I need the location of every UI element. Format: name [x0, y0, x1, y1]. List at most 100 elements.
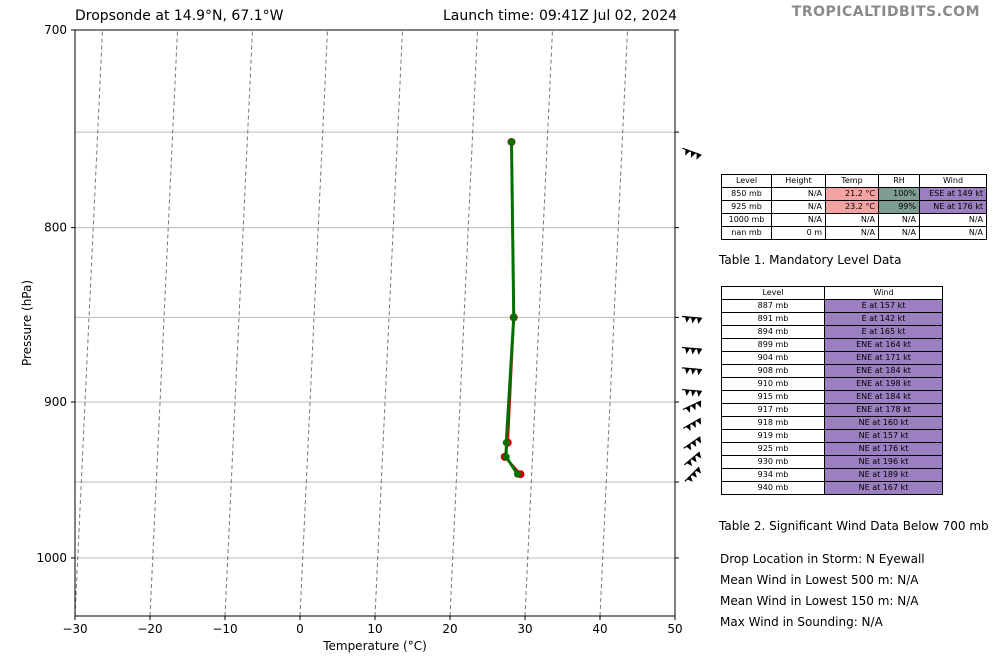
- x-axis-label: Temperature (°C): [322, 639, 427, 653]
- x-tick-label: 10: [367, 622, 382, 636]
- series-point-1: [514, 470, 521, 478]
- y-tick-label: 800: [44, 221, 67, 235]
- table-row: 1000 mb N/A N/A N/A N/A: [721, 213, 987, 227]
- isotherm-line: [149, 30, 178, 616]
- table-cell: NE at 176 kt: [919, 200, 987, 214]
- x-tick-label: 40: [592, 622, 607, 636]
- table-cell: NE at 196 kt: [824, 455, 943, 469]
- table-cell: 940 mb: [721, 481, 825, 495]
- table-row: 917 mb ENE at 178 kt: [721, 403, 943, 417]
- x-tick-label: 50: [667, 622, 682, 636]
- x-tick-label: −20: [137, 622, 162, 636]
- wind-barb: [682, 147, 702, 160]
- table-row: 904 mb ENE at 171 kt: [721, 351, 943, 365]
- wind-barb: [682, 400, 702, 413]
- wind-barb: [683, 417, 702, 431]
- info-line-mean-150m: Mean Wind in Lowest 150 m: N/A: [720, 594, 919, 608]
- table-cell: NE at 167 kt: [824, 481, 943, 495]
- storm-info: Drop Location in Storm: N Eyewall Mean W…: [720, 549, 925, 633]
- table-cell: 894 mb: [721, 325, 825, 339]
- table-cell: ENE at 178 kt: [824, 403, 943, 417]
- y-axis-label: Pressure (hPa): [20, 280, 34, 366]
- table-cell: 891 mb: [721, 312, 825, 326]
- table-cell: 899 mb: [721, 338, 825, 352]
- wind-barb: [681, 388, 703, 398]
- series-point-1: [510, 313, 518, 321]
- tick-layer: −30 −20 −10 0 10 20 30 40 50 700 800 900 1000: [36, 23, 682, 636]
- table-cell: ENE at 198 kt: [824, 377, 943, 391]
- table-row: 891 mb E at 142 kt: [721, 312, 943, 326]
- y-tick-label: 1000: [36, 551, 67, 565]
- series-point-1: [502, 439, 510, 447]
- table-cell: 1000 mb: [721, 213, 772, 227]
- table-cell: nan mb: [721, 226, 772, 240]
- table-cell: ENE at 184 kt: [824, 390, 943, 404]
- table-cell: N/A: [771, 187, 826, 201]
- table-cell: 908 mb: [721, 364, 825, 378]
- x-tick-label: −30: [62, 622, 87, 636]
- table-cell: 918 mb: [721, 416, 825, 430]
- table-cell: N/A: [919, 226, 987, 240]
- table-row: 930 mb NE at 196 kt: [721, 455, 943, 469]
- isotherm-line: [524, 30, 553, 616]
- table-cell: E at 165 kt: [824, 325, 943, 339]
- table-row: 934 mb NE at 189 kt: [721, 468, 943, 482]
- series-point-1: [502, 453, 510, 461]
- x-tick-label: 0: [296, 622, 304, 636]
- table-header-cell: Temp: [825, 174, 879, 188]
- table-cell: 925 mb: [721, 442, 825, 456]
- info-line-max-wind: Max Wind in Sounding: N/A: [720, 615, 883, 629]
- wind-barb: [681, 346, 703, 355]
- wind-barb: [683, 451, 702, 467]
- series-line-1: [504, 141, 519, 476]
- info-line-mean-500m: Mean Wind in Lowest 500 m: N/A: [720, 573, 919, 587]
- table-cell: 100%: [878, 187, 920, 201]
- info-line-drop-location: Drop Location in Storm: N Eyewall: [720, 552, 925, 566]
- table-row: 919 mb NE at 157 kt: [721, 429, 943, 443]
- table-row: 887 mb E at 157 kt: [721, 299, 943, 313]
- table-cell: N/A: [878, 213, 920, 227]
- table-cell: E at 142 kt: [824, 312, 943, 326]
- brand-watermark: TROPICALTIDBITS.COM: [791, 4, 980, 20]
- table-cell: 887 mb: [721, 299, 825, 313]
- mandatory-level-table: Level Height Temp RH Wind 850 mb N/A 21.2 °C 10…: [721, 174, 987, 240]
- x-tick-label: 30: [517, 622, 532, 636]
- isotherm-line: [374, 30, 403, 616]
- table-header-cell: Wind: [824, 286, 943, 300]
- table-row: 910 mb ENE at 198 kt: [721, 377, 943, 391]
- table-header-cell: Level: [721, 286, 825, 300]
- x-tick-label: −10: [212, 622, 237, 636]
- wind-barb: [684, 466, 702, 482]
- table-cell: 99%: [878, 200, 920, 214]
- table-cell: N/A: [771, 200, 826, 214]
- grid-layer: [75, 30, 675, 616]
- table-cell: 915 mb: [721, 390, 825, 404]
- plot-frame: [74, 29, 676, 617]
- table-cell: N/A: [825, 213, 879, 227]
- table-cell: ESE at 149 kt: [919, 187, 987, 201]
- table-cell: NE at 160 kt: [824, 416, 943, 430]
- table-cell: E at 157 kt: [824, 299, 943, 313]
- table-cell: N/A: [878, 226, 920, 240]
- table-row: nan mb 0 m N/A N/A N/A: [721, 226, 987, 240]
- isotherm-line: [449, 30, 478, 616]
- table-row: 850 mb N/A 21.2 °C 100% ESE at 149 kt: [721, 187, 987, 201]
- table-cell: 23.2 °C: [825, 200, 879, 214]
- table-row: 925 mb N/A 23.2 °C 99% NE at 176 kt: [721, 200, 987, 214]
- table-row: 918 mb NE at 160 kt: [721, 416, 943, 430]
- isotherm-line: [299, 30, 328, 616]
- wind-barb: [681, 315, 703, 324]
- table-cell: ENE at 164 kt: [824, 338, 943, 352]
- table-cell: NE at 189 kt: [824, 468, 943, 482]
- table1-caption: Table 1. Mandatory Level Data: [719, 253, 902, 267]
- y-tick-label: 900: [44, 395, 67, 409]
- table-header-cell: Level: [721, 174, 772, 188]
- table-header-cell: RH: [878, 174, 920, 188]
- wind-barbs: [681, 147, 703, 482]
- isotherm-line: [75, 30, 103, 616]
- table-cell: 925 mb: [721, 200, 772, 214]
- table-header-cell: Height: [771, 174, 826, 188]
- significant-wind-table: Level Wind 887 mb E at 157 kt 891 mb E at 14…: [721, 286, 943, 495]
- table-row: 908 mb ENE at 184 kt: [721, 364, 943, 378]
- y-tick-label: 700: [44, 23, 67, 37]
